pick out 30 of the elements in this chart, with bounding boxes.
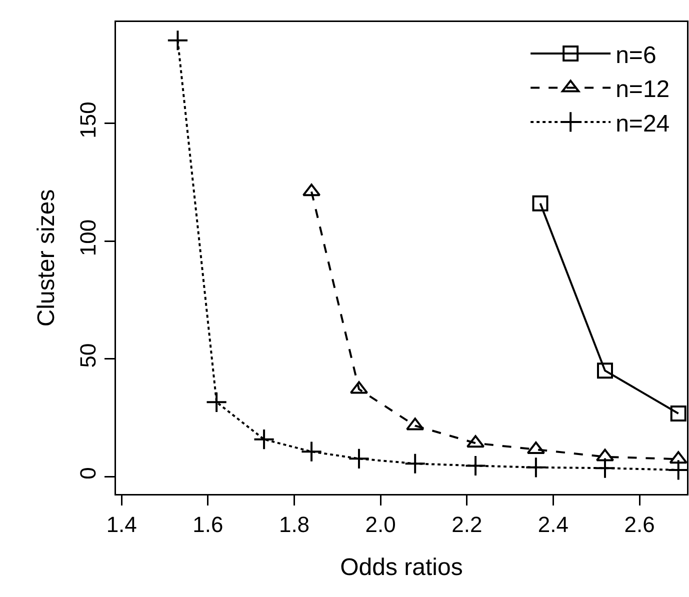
- x-tick-label: 1.8: [278, 512, 310, 537]
- point: [670, 405, 686, 422]
- point: [594, 457, 616, 479]
- point: [597, 362, 613, 379]
- point: [525, 456, 547, 478]
- x-axis-title: Odds ratios: [340, 554, 463, 581]
- y-tick-label: 100: [76, 219, 101, 256]
- y-tick-label: 50: [76, 343, 101, 368]
- legend-label: n=12: [616, 76, 670, 104]
- point: [206, 391, 228, 413]
- x-tick-label: 2.6: [624, 512, 655, 537]
- x-tick-label: 2.0: [365, 512, 396, 537]
- point: [406, 418, 424, 430]
- x-tick-label: 2.2: [452, 512, 482, 537]
- legend-label: n=24: [616, 110, 670, 138]
- point: [253, 428, 275, 450]
- y-tick-label: 150: [76, 102, 101, 138]
- y-axis-title: Cluster sizes: [33, 189, 60, 327]
- y-tick-label: 0: [76, 467, 101, 480]
- point: [404, 452, 426, 474]
- x-tick-label: 2.4: [538, 512, 569, 537]
- x-tick-label: 1.4: [106, 512, 137, 537]
- x-tick-label: 1.6: [192, 512, 224, 537]
- point: [300, 440, 322, 462]
- point: [166, 30, 189, 52]
- legend-label: n=6: [616, 42, 656, 69]
- point: [464, 454, 486, 477]
- point: [348, 448, 370, 470]
- point: [532, 195, 548, 212]
- point: [669, 451, 687, 464]
